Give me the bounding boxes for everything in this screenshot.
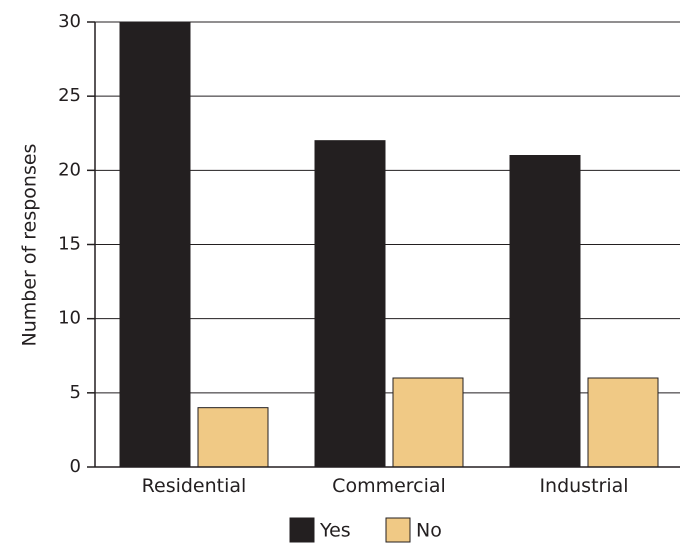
y-tick-label: 15 [58,234,81,255]
bar-industrial-no [587,377,659,468]
legend-label-yes: Yes [319,520,351,542]
x-tick-label: Residential [142,475,247,497]
legend-swatch-no [385,517,411,543]
bars [119,21,659,468]
y-tick-labels: 0 5 10 15 20 25 30 [58,11,95,477]
y-tick-label: 25 [58,85,81,106]
y-tick-label: 10 [58,308,81,329]
gridlines [95,21,680,394]
y-axis-title: Number of responses [19,144,41,347]
bar-industrial-yes [509,155,581,468]
legend-swatch-yes [289,517,315,543]
bar-commercial-yes [314,140,386,468]
y-tick-label: 30 [58,11,81,32]
x-tick-labels: Residential Commercial Industrial [142,475,629,497]
legend-label-no: No [416,520,442,542]
bar-residential-yes [119,21,191,468]
legend: Yes No [289,517,442,543]
bar-commercial-no [392,377,464,468]
x-tick-label: Commercial [332,475,446,497]
y-tick-label: 5 [70,382,81,403]
x-tick-label: Industrial [539,475,628,497]
bar-residential-no [197,407,269,468]
y-tick-label: 0 [70,456,81,477]
y-tick-label: 20 [58,159,81,180]
